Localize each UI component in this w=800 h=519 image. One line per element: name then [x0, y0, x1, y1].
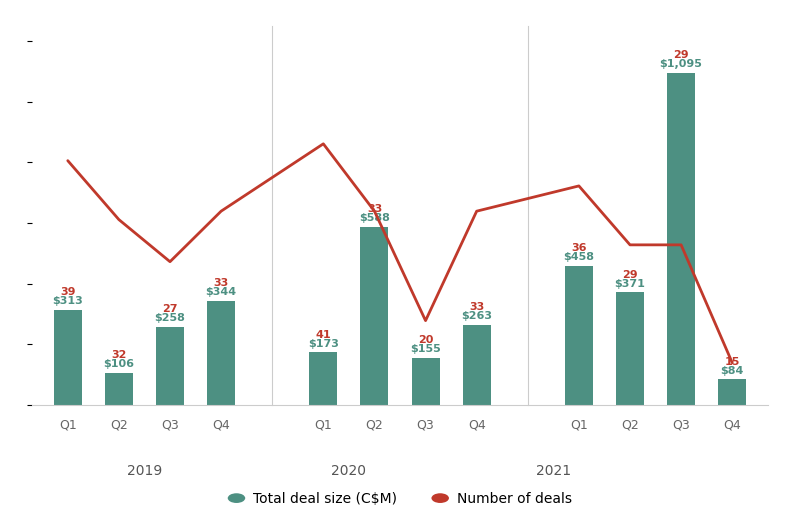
Text: 41: 41	[315, 330, 331, 339]
Text: 2020: 2020	[331, 464, 366, 478]
Text: 36: 36	[571, 243, 586, 253]
Text: $258: $258	[154, 313, 186, 323]
Text: $155: $155	[410, 344, 441, 354]
Bar	[105, 373, 133, 405]
Text: $371: $371	[614, 279, 646, 289]
Text: $344: $344	[206, 287, 237, 297]
Text: 29: 29	[622, 270, 638, 280]
Text: 2021: 2021	[536, 464, 571, 478]
Bar	[54, 310, 82, 405]
Bar	[207, 301, 235, 405]
Text: $263: $263	[461, 311, 492, 321]
Text: 39: 39	[60, 287, 75, 297]
Text: 27: 27	[162, 304, 178, 314]
Legend: Total deal size (C$M), Number of deals: Total deal size (C$M), Number of deals	[222, 486, 578, 512]
Text: $106: $106	[103, 359, 134, 369]
Text: 2019: 2019	[127, 464, 162, 478]
Bar	[156, 326, 184, 405]
Text: 32: 32	[111, 350, 126, 360]
Text: $173: $173	[308, 339, 338, 349]
Text: 15: 15	[725, 357, 740, 366]
Text: $313: $313	[53, 296, 83, 306]
Bar	[411, 358, 440, 405]
Bar	[565, 266, 593, 405]
Text: 29: 29	[674, 50, 689, 60]
Bar	[462, 325, 490, 405]
Text: 20: 20	[418, 335, 434, 345]
Text: 33: 33	[469, 303, 484, 312]
Text: $1,095: $1,095	[660, 59, 702, 70]
Bar	[310, 352, 338, 405]
Bar	[360, 227, 389, 405]
Text: $84: $84	[721, 366, 744, 376]
Text: 33: 33	[214, 278, 229, 288]
Text: $588: $588	[359, 213, 390, 223]
Bar	[718, 379, 746, 405]
Text: 33: 33	[367, 204, 382, 214]
Bar	[616, 292, 644, 405]
Text: $458: $458	[563, 252, 594, 263]
Bar	[667, 73, 695, 405]
